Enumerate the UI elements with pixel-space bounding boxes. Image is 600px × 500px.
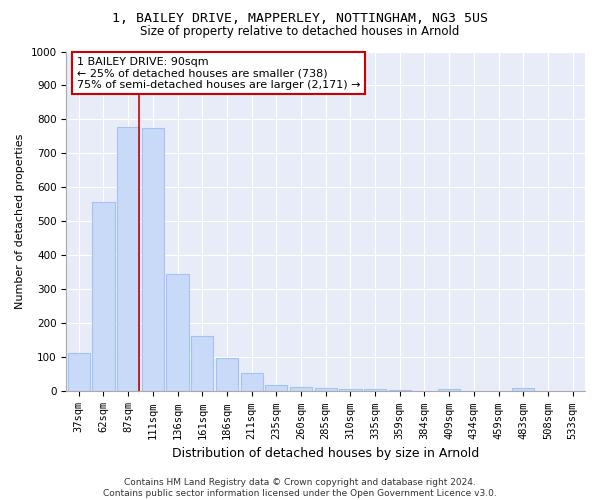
Bar xyxy=(389,390,411,392)
Bar xyxy=(265,386,287,392)
Text: 1 BAILEY DRIVE: 90sqm
← 25% of detached houses are smaller (738)
75% of semi-det: 1 BAILEY DRIVE: 90sqm ← 25% of detached … xyxy=(77,56,360,90)
Bar xyxy=(364,389,386,392)
Bar xyxy=(339,388,362,392)
Bar xyxy=(191,336,214,392)
Bar xyxy=(512,388,535,392)
Text: Size of property relative to detached houses in Arnold: Size of property relative to detached ho… xyxy=(140,25,460,38)
Bar xyxy=(216,358,238,392)
Bar xyxy=(290,386,312,392)
Text: 1, BAILEY DRIVE, MAPPERLEY, NOTTINGHAM, NG3 5US: 1, BAILEY DRIVE, MAPPERLEY, NOTTINGHAM, … xyxy=(112,12,488,26)
Y-axis label: Number of detached properties: Number of detached properties xyxy=(15,134,25,309)
Bar xyxy=(314,388,337,392)
X-axis label: Distribution of detached houses by size in Arnold: Distribution of detached houses by size … xyxy=(172,447,479,460)
Bar xyxy=(166,274,188,392)
Bar xyxy=(142,128,164,392)
Text: Contains HM Land Registry data © Crown copyright and database right 2024.
Contai: Contains HM Land Registry data © Crown c… xyxy=(103,478,497,498)
Bar xyxy=(438,388,460,392)
Bar xyxy=(241,372,263,392)
Bar xyxy=(68,354,90,392)
Bar xyxy=(92,202,115,392)
Bar xyxy=(117,127,139,392)
